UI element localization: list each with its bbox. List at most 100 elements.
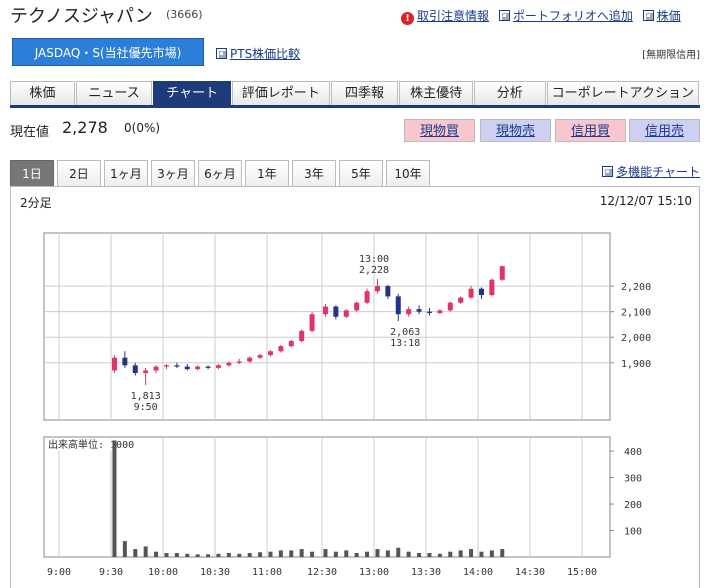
volume-bar (258, 552, 263, 557)
x-tick-label: 15:00 (567, 567, 597, 578)
tab[interactable]: チャート (153, 81, 232, 105)
volume-tick-label: 200 (624, 500, 642, 511)
link[interactable]: 取引注意情報 (417, 9, 490, 23)
x-tick-label: 10:30 (200, 567, 230, 578)
volume-bar (448, 551, 453, 557)
volume-bar (479, 551, 484, 557)
volume-bar (375, 549, 380, 557)
period-tab[interactable]: 1ヶ月 (104, 160, 148, 186)
x-tick-label: 13:00 (359, 567, 389, 578)
volume-bar (385, 550, 390, 557)
tab[interactable]: コーポレートアクション (546, 81, 699, 105)
period-tab[interactable]: 6ヶ月 (198, 160, 242, 186)
tab[interactable]: 評価レポート (232, 81, 330, 105)
market-button[interactable]: JASDAQ・S(当社優先市場) (12, 38, 204, 66)
candle-body (385, 286, 391, 297)
candle-body (478, 288, 484, 296)
volume-bar (310, 551, 315, 557)
link[interactable]: PTS株価比較 (230, 47, 301, 61)
period-tab[interactable]: 5年 (339, 160, 383, 186)
credit-note: [無期限信用] (642, 50, 700, 61)
volume-bar (437, 553, 442, 557)
candle-body (309, 314, 315, 331)
tab-bar: 株価 ニュース チャート 評価レポート 四季報 株主優待 分析 コーポレートアクション (10, 81, 700, 108)
price: 2,278 (62, 118, 108, 137)
candle-body (322, 306, 328, 315)
pts-link-wrap: PTS株価比較 (216, 45, 300, 62)
volume-bar (365, 551, 370, 557)
candle-body (354, 302, 360, 311)
stock-code: (3666) (166, 8, 203, 21)
x-tick-label: 11:00 (252, 567, 282, 578)
tab[interactable]: 株主優待 (399, 81, 473, 105)
trade-button[interactable]: 信用買 (555, 119, 626, 142)
volume-bar (268, 551, 273, 557)
link[interactable]: ポートフォリオへ追加 (512, 9, 633, 23)
candle-body (215, 365, 221, 368)
icon (602, 166, 614, 177)
candle-body (111, 357, 117, 371)
y-tick-label: 2,100 (621, 308, 651, 319)
period-tab[interactable]: 2日 (57, 160, 101, 186)
candle-body (247, 357, 253, 362)
period-tabs: 1日 2日 1ヶ月 3ヶ月 6ヶ月 1年 3年 5年 10年 (10, 160, 433, 186)
trade-button[interactable]: 現物買 (404, 119, 475, 142)
candle-body (489, 279, 495, 296)
volume-bar (500, 549, 505, 557)
volume-label-bg (46, 439, 142, 451)
volume-bar (489, 550, 494, 557)
candle-body (236, 361, 242, 363)
warning-icon: ! (401, 12, 414, 25)
period-tab[interactable]: 10年 (386, 160, 430, 186)
x-tick-label: 14:30 (515, 567, 545, 578)
volume-bar (323, 549, 328, 557)
period-tab[interactable]: 1年 (245, 160, 289, 186)
multi-chart-wrap: 多機能チャート (602, 163, 700, 180)
candle-body (288, 341, 294, 347)
volume-bar (154, 551, 159, 557)
y-tick-label: 1,900 (621, 359, 651, 370)
tab[interactable]: 分析 (473, 81, 546, 105)
header-links: ! 取引注意情報 ポートフォリオへ追加 株価 (401, 7, 681, 25)
period-tab[interactable]: 3ヶ月 (151, 160, 195, 186)
volume-bar (133, 549, 138, 557)
candle-body (299, 330, 305, 342)
volume-tick-label: 300 (624, 474, 642, 485)
period-tab[interactable]: 3年 (292, 160, 336, 186)
volume-panel (43, 436, 611, 558)
volume-bar (122, 541, 127, 557)
x-tick-label: 9:00 (47, 567, 71, 578)
period-tab[interactable]: 1日 (10, 160, 54, 186)
y-tick-label: 2,000 (621, 333, 651, 344)
chart-frame (10, 186, 700, 588)
candle-body (143, 370, 149, 373)
annotation: 13:00 (359, 254, 389, 265)
chart-date: 12/12/07 15:10 (599, 194, 692, 208)
tab[interactable]: 株価 (10, 81, 75, 105)
volume-bar (354, 553, 359, 557)
volume-bar (417, 553, 422, 557)
candle-body (458, 297, 464, 303)
candle-body (174, 365, 180, 367)
stock-title: テクノスジャパン (10, 6, 153, 27)
annotation: 2,228 (359, 265, 389, 276)
candle-body (395, 296, 401, 315)
trade-button[interactable]: 信用売 (629, 119, 700, 142)
link[interactable]: 株価 (656, 9, 681, 23)
volume-bar (469, 549, 474, 557)
link[interactable]: 多機能チャート (616, 165, 700, 179)
x-tick-label: 10:00 (148, 567, 178, 578)
candle-body (374, 286, 380, 292)
volume-bar (278, 550, 283, 557)
trade-button[interactable]: 現物売 (480, 119, 551, 142)
tab[interactable]: ニュース (75, 81, 153, 105)
annotation: 9:50 (134, 402, 158, 413)
candle-body (406, 309, 412, 315)
annotation: 1,813 (131, 391, 161, 402)
volume-bar (333, 551, 338, 557)
volume-bar (237, 553, 242, 557)
tab[interactable]: 四季報 (330, 81, 399, 105)
annotation: 2,063 (390, 327, 420, 338)
volume-bar (344, 550, 349, 557)
